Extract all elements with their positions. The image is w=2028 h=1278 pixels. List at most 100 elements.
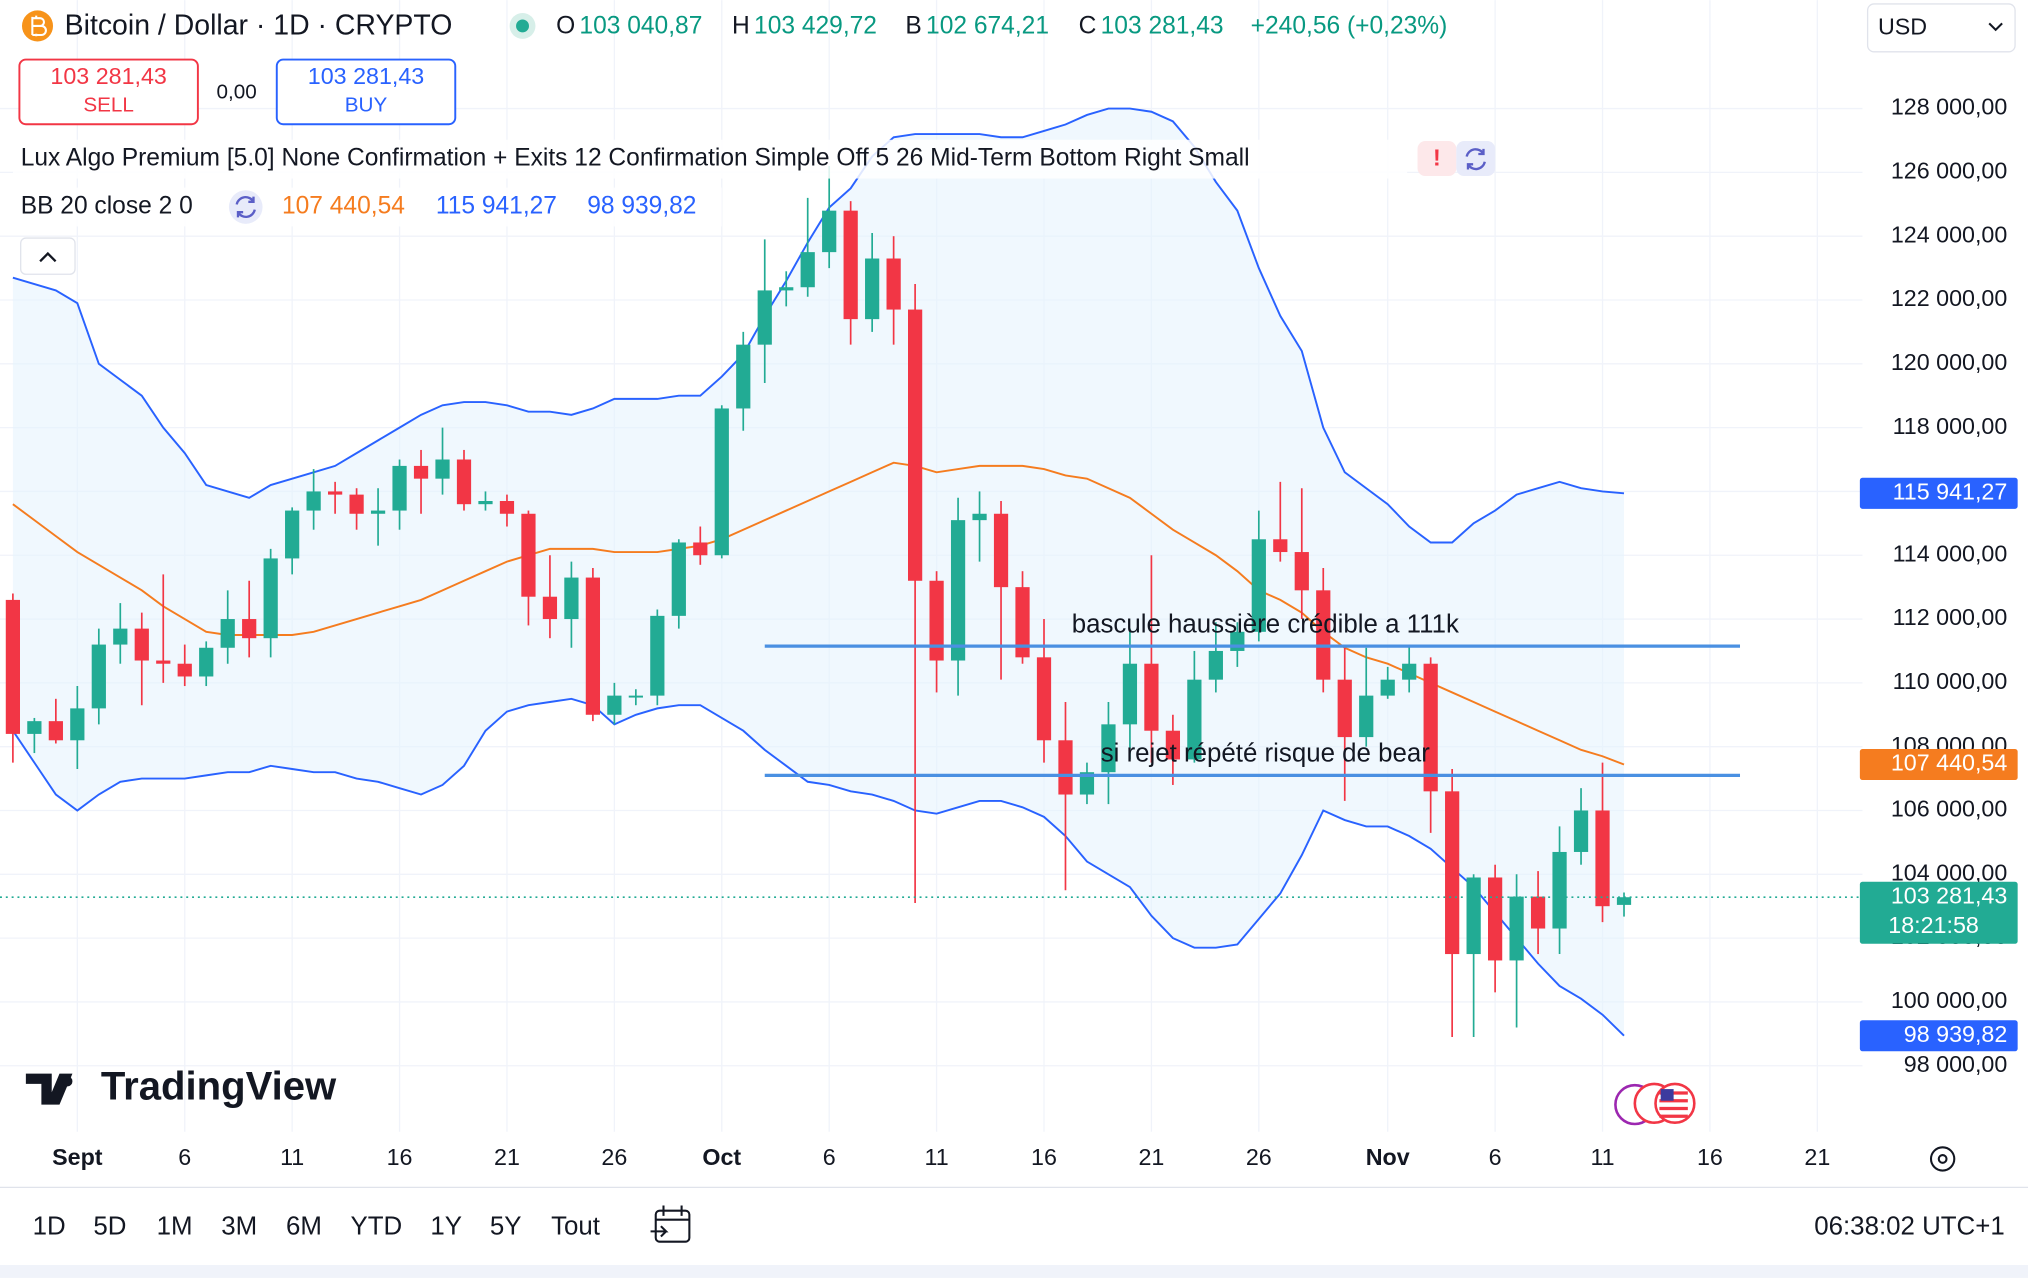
candle-body: [585, 577, 601, 715]
candle-body: [1509, 896, 1524, 961]
drawing-label: bascule haussière crédible a 111k: [1072, 610, 1459, 638]
warning-icon: !: [1433, 144, 1441, 170]
candle-body: [134, 628, 149, 661]
ohlc-key: H: [732, 13, 750, 40]
band-fill: [12, 108, 1625, 1036]
clock: 06:38:02 UTC+1: [1814, 1212, 2004, 1240]
candle-body: [714, 408, 729, 556]
candle-body: [1530, 896, 1546, 929]
candle-body: [1488, 877, 1503, 961]
candle-body: [628, 695, 643, 698]
x-tick-label: Nov: [1366, 1144, 1410, 1170]
candle-body: [1187, 679, 1202, 760]
x-tick-label: 11: [1590, 1144, 1614, 1170]
buy-price[interactable]: 103 281,43: [308, 63, 424, 89]
logo-dot: [62, 1076, 73, 1087]
candle-body: [1251, 539, 1266, 632]
ohlc-key: O: [556, 13, 575, 40]
buy-button[interactable]: 103 281,43 BUY: [275, 58, 457, 126]
candle-body: [220, 619, 235, 648]
candle-body: [1573, 810, 1589, 852]
range-button[interactable]: Tout: [551, 1212, 600, 1240]
watermark: TradingView: [101, 1065, 337, 1109]
candle-body: [1015, 587, 1030, 658]
sell-box[interactable]: [18, 58, 199, 126]
candle-body: [843, 210, 858, 320]
x-tick-label: 16: [387, 1144, 413, 1170]
range-button[interactable]: 1Y: [430, 1212, 462, 1240]
indicator-legend: Lux Algo Premium [5.0] None Confirmation…: [21, 145, 1250, 172]
toolbar: 1D 5D 1M 3M 6M YTD 1Y 5Y Tout: [33, 1212, 600, 1240]
range-button[interactable]: YTD: [351, 1212, 403, 1240]
candle-body: [1380, 679, 1395, 696]
candle-body: [1337, 679, 1352, 738]
refresh-icon: [235, 195, 256, 219]
sell-button[interactable]: 103 281,43 SELL: [18, 58, 199, 126]
buy-box[interactable]: [275, 58, 457, 126]
y-tick-label: 120 000,00: [1891, 349, 2008, 375]
range-button[interactable]: 3M: [221, 1212, 257, 1240]
x-tick-label: 26: [1246, 1144, 1272, 1170]
refresh-badge[interactable]: [1456, 141, 1496, 176]
calendar-icon[interactable]: [654, 1209, 691, 1243]
candle-body: [48, 721, 63, 741]
sell-label[interactable]: SELL: [83, 94, 134, 117]
range-button[interactable]: 1M: [157, 1212, 193, 1240]
candle-body: [27, 721, 42, 734]
x-tick-label: 6: [823, 1144, 836, 1170]
candle-body: [929, 580, 944, 661]
currency[interactable]: USD: [1878, 14, 1927, 40]
ohlc-key: C: [1079, 13, 1097, 40]
candle-body: [865, 258, 880, 320]
currency-box[interactable]: [1866, 3, 2016, 53]
candle-body: [392, 465, 407, 511]
y-tick-label: 112 000,00: [1893, 604, 2008, 630]
candle-body: [1208, 650, 1223, 680]
candle-body: [349, 494, 364, 514]
candle-body: [70, 708, 85, 741]
candle-body: [1616, 897, 1632, 905]
bb-upper-value: 115 941,27: [436, 192, 557, 219]
candle-body: [950, 520, 966, 661]
x-tick-label: 21: [1138, 1144, 1164, 1170]
range-button[interactable]: 6M: [286, 1212, 322, 1240]
candle-body: [1122, 663, 1138, 725]
indicator-legend: BB 20 close 2 0: [21, 192, 193, 219]
market-status-dot: [516, 19, 529, 33]
collapse-box[interactable]: [20, 237, 76, 275]
candle-body: [1165, 730, 1181, 760]
candle-body: [1595, 810, 1610, 907]
currency-select[interactable]: USD: [1866, 3, 2016, 53]
x-tick-label: 6: [1489, 1144, 1502, 1170]
candle-body: [5, 599, 21, 734]
candle-body: [285, 510, 300, 559]
candle-body: [413, 465, 429, 479]
collapse-button[interactable]: [20, 237, 76, 275]
y-tick-label: 126 000,00: [1891, 158, 2008, 184]
x-tick-label: Oct: [702, 1144, 741, 1170]
price-tag-label: 98 939,82: [1904, 1021, 2008, 1047]
x-tick-label: Sept: [52, 1144, 103, 1170]
bb-basis-value: 107 440,54: [282, 192, 405, 219]
refresh-badge[interactable]: [228, 190, 263, 224]
candle-body: [91, 644, 106, 709]
candle-body: [177, 663, 192, 677]
range-button[interactable]: 5Y: [490, 1212, 522, 1240]
settings-icon[interactable]: [1929, 1146, 1956, 1172]
sell-price[interactable]: 103 281,43: [50, 63, 166, 89]
range-button[interactable]: 1D: [33, 1212, 66, 1240]
ohlc-value: 102 674,21: [926, 13, 1049, 40]
bottom-edge: [0, 1264, 2028, 1278]
candle-body: [822, 210, 837, 253]
buy-label[interactable]: BUY: [345, 94, 388, 117]
range-button[interactable]: 5D: [93, 1212, 126, 1240]
candle-body: [693, 542, 708, 556]
warning-badge[interactable]: [1417, 141, 1457, 176]
symbol-glyph: [31, 15, 47, 37]
date-range-button[interactable]: [650, 1205, 691, 1243]
candle-body: [435, 459, 450, 479]
candle-body: [1466, 877, 1481, 955]
